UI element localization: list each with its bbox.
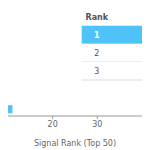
table-row-label: 3 bbox=[94, 67, 99, 76]
table-row-label: 2 bbox=[94, 49, 99, 58]
x-tick bbox=[52, 116, 53, 119]
chart-svg: 20 30 Signal Rank (Top 50) Rank 1 2 3 bbox=[0, 0, 150, 150]
x-tick-label: 30 bbox=[92, 120, 102, 129]
table-row-label: 1 bbox=[94, 31, 100, 40]
bar bbox=[8, 105, 12, 113]
chart-container: 20 30 Signal Rank (Top 50) Rank 1 2 3 bbox=[0, 0, 150, 150]
x-tick-label: 20 bbox=[48, 120, 58, 129]
bars bbox=[8, 105, 12, 113]
rank-table: Rank 1 2 3 bbox=[82, 13, 142, 81]
table-row-bg bbox=[82, 62, 142, 80]
table-header: Rank bbox=[85, 13, 108, 22]
table-row-rule bbox=[82, 80, 142, 81]
x-axis-label: Signal Rank (Top 50) bbox=[34, 139, 116, 148]
x-axis-line bbox=[8, 116, 142, 117]
x-tick bbox=[97, 116, 98, 119]
table-row-bg bbox=[82, 26, 142, 44]
table-row-bg bbox=[82, 44, 142, 62]
